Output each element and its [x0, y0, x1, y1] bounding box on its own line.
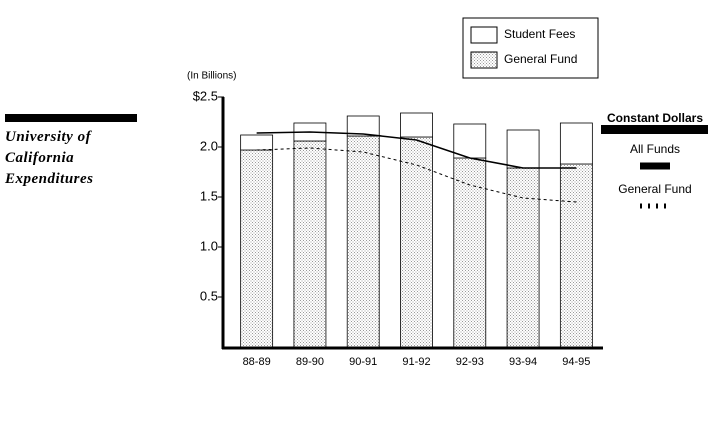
bar-segment: [346, 115, 380, 137]
y-tick-label: 1.5: [200, 188, 218, 203]
x-tick-label: 88-89: [243, 356, 271, 368]
x-tick-label: 94-95: [562, 356, 590, 368]
bar-segment: [400, 136, 433, 348]
legend-swatch: [470, 26, 498, 44]
bar-segment: [453, 157, 487, 348]
bar-segment: [346, 135, 380, 348]
y-tick-label: 0.5: [200, 288, 218, 303]
y-tick-label: 1.0: [200, 238, 218, 253]
bar-segment: [453, 123, 487, 159]
bar-segment: [506, 129, 540, 169]
bar-segment: [240, 134, 274, 151]
x-tick-label: 89-90: [296, 356, 324, 368]
title-bar: [5, 114, 137, 122]
chart-title: University of California Expenditures: [5, 129, 94, 187]
trend-line: [256, 131, 577, 169]
y-tick-label: $2.5: [193, 88, 218, 103]
legend-swatch: [470, 51, 498, 69]
bar-segment: [506, 167, 540, 348]
bar-segment: [559, 122, 593, 165]
x-tick-label: 91-92: [402, 356, 430, 368]
bar-segment: [240, 149, 274, 348]
x-tick-label: 93-94: [509, 356, 537, 368]
line-legend-title: Constant Dollars: [607, 111, 703, 125]
bar-segment: [400, 112, 433, 138]
y-tick-label: 2.0: [200, 138, 218, 153]
legend-label: General Fund: [504, 52, 577, 66]
x-tick-label: 92-93: [456, 356, 484, 368]
legend-label: Student Fees: [504, 27, 575, 41]
line-legend-bar: [601, 125, 708, 134]
bar-segment: [559, 163, 593, 348]
y-axis-label: (In Billions): [187, 71, 236, 82]
line-legend-label: General Fund: [618, 182, 691, 196]
line-legend-label: All Funds: [630, 142, 680, 156]
bar-segment: [293, 140, 327, 348]
x-tick-label: 90-91: [349, 356, 377, 368]
